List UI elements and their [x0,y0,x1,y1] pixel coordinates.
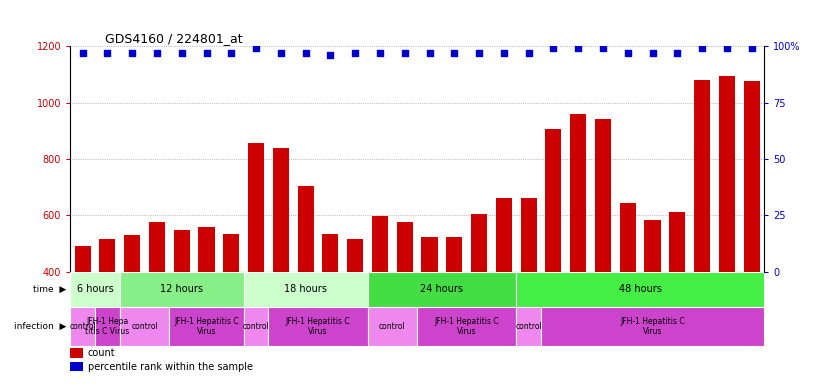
Text: 48 hours: 48 hours [619,284,662,295]
Bar [120,307,169,346]
Bar [120,272,244,307]
Point [150,50,164,56]
Text: 6 hours: 6 hours [77,284,113,295]
Point [745,45,758,51]
Text: control: control [379,322,406,331]
Point [621,50,634,56]
Text: JFH-1 Hepatitis C
Virus: JFH-1 Hepatitis C Virus [434,316,499,336]
Point [349,50,362,56]
Bar [368,272,516,307]
Point [646,50,659,56]
Bar [516,307,541,346]
Point [373,50,387,56]
Bar [743,81,760,384]
Point [274,50,287,56]
Bar [173,230,190,384]
Point [200,50,213,56]
Point [225,50,238,56]
Bar [471,214,487,384]
Bar [644,220,661,384]
Bar [70,362,83,371]
Bar [516,272,764,307]
Point [101,50,114,56]
Bar [198,227,215,384]
Text: JFH-1 Hepatitis C
Virus: JFH-1 Hepatitis C Virus [286,316,350,336]
Text: time  ▶: time ▶ [34,285,67,294]
Point [572,45,585,51]
Bar [446,237,463,384]
Bar [268,307,368,346]
Text: JFH-1 Hepatitis C
Virus: JFH-1 Hepatitis C Virus [620,316,685,336]
Point [522,50,535,56]
Point [695,45,709,51]
Point [547,45,560,51]
Point [398,50,411,56]
Bar [95,307,120,346]
Bar [421,237,438,384]
Point [299,50,312,56]
Bar [694,80,710,384]
Bar [223,234,240,384]
Bar [372,216,388,384]
Point [472,50,486,56]
Bar [496,198,512,384]
Bar [620,203,636,384]
Text: control: control [515,322,542,331]
Bar [124,235,140,384]
Text: JFH-1 Hepa
titis C Virus: JFH-1 Hepa titis C Virus [85,316,130,336]
Bar [244,272,368,307]
Text: control: control [69,322,96,331]
Bar [347,240,363,384]
Bar [297,186,314,384]
Bar [595,119,611,384]
Bar [719,76,735,384]
Bar [368,307,417,346]
Bar [70,272,120,307]
Point [448,50,461,56]
Bar [417,307,516,346]
Point [249,45,263,51]
Point [324,52,337,58]
Bar [70,348,83,358]
Bar [520,198,537,384]
Bar [322,234,339,384]
Bar [669,212,686,384]
Bar [570,114,586,384]
Point [720,45,733,51]
Point [596,45,610,51]
Bar [244,307,268,346]
Point [126,50,139,56]
Bar [541,307,764,346]
Bar [273,148,289,384]
Bar [248,144,264,384]
Point [175,50,188,56]
Bar [169,307,244,346]
Point [671,50,684,56]
Bar [149,222,165,384]
Bar [396,222,413,384]
Text: control: control [243,322,269,331]
Text: 18 hours: 18 hours [284,284,327,295]
Text: count: count [88,348,115,358]
Text: 24 hours: 24 hours [420,284,463,295]
Point [76,50,89,56]
Bar [74,247,91,384]
Text: percentile rank within the sample: percentile rank within the sample [88,362,253,372]
Point [423,50,436,56]
Text: 12 hours: 12 hours [160,284,203,295]
Bar [545,129,562,384]
Bar [99,240,116,384]
Text: GDS4160 / 224801_at: GDS4160 / 224801_at [105,32,243,45]
Text: control: control [131,322,158,331]
Text: JFH-1 Hepatitis C
Virus: JFH-1 Hepatitis C Virus [174,316,239,336]
Point [497,50,510,56]
Bar [70,307,95,346]
Text: infection  ▶: infection ▶ [14,322,67,331]
